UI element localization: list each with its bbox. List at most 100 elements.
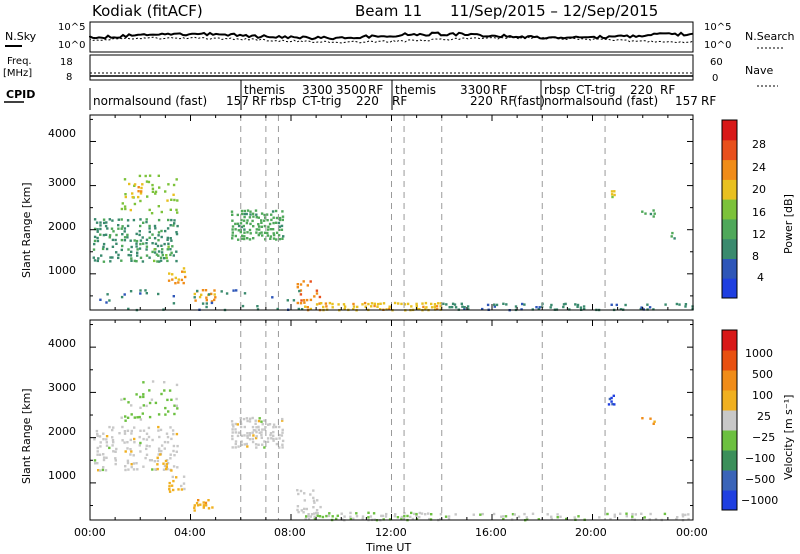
beam-label: Beam 11 [355, 2, 422, 20]
data-cell-5 [213, 298, 216, 302]
data-cell-0 [135, 245, 138, 248]
data-cell-5 [236, 434, 240, 438]
data-cell-5 [272, 430, 275, 434]
data-cell-0 [96, 236, 99, 240]
data-cell-0 [163, 464, 167, 468]
data-cell-6 [246, 237, 249, 240]
data-cell-5 [269, 433, 272, 437]
data-cell-0 [135, 462, 138, 465]
data-cell-0 [157, 254, 160, 257]
data-cell-8 [675, 517, 678, 521]
data-cell-0 [166, 441, 170, 444]
data-cell-8 [433, 303, 437, 306]
data-cell-8 [421, 302, 424, 305]
data-cell-8 [385, 308, 388, 311]
data-cell-0 [160, 235, 163, 239]
velocity-cbar-tick-minus-1000: −1000 [741, 494, 778, 507]
data-cell-9 [243, 292, 247, 295]
data-cell-5 [278, 446, 281, 449]
data-cell-7 [384, 515, 388, 518]
data-cell-0 [148, 230, 151, 234]
data-cell-0 [114, 459, 117, 462]
data-cell-5 [268, 423, 272, 426]
data-cell-0 [139, 224, 142, 228]
data-cell-7 [355, 512, 358, 515]
data-cell-5 [231, 434, 234, 438]
data-cell-1 [133, 202, 137, 206]
data-cell-1 [173, 198, 176, 202]
data-cell-4 [182, 281, 185, 285]
data-cell-0 [93, 242, 96, 246]
data-cell-7 [343, 515, 346, 518]
data-cell-5 [204, 289, 208, 292]
data-cell-4 [181, 270, 184, 273]
xtick-1200: 12:00 [375, 526, 407, 539]
velocity-cbar-tick-1000: 1000 [745, 347, 773, 360]
data-cell-6 [272, 237, 276, 240]
data-cell-8 [454, 513, 457, 516]
data-cell-0 [96, 259, 99, 263]
data-cell-6 [274, 221, 278, 224]
data-cell-0 [117, 224, 120, 227]
data-cell-0 [130, 245, 133, 249]
data-cell-0 [138, 247, 142, 250]
data-cell-7 [409, 515, 412, 519]
data-cell-3 [183, 487, 186, 491]
data-cell-0 [136, 251, 139, 254]
data-cell-6 [236, 213, 239, 217]
data-cell-7 [313, 515, 316, 518]
data-cell-5 [234, 428, 237, 431]
nave-tick-high: 60 [710, 57, 723, 68]
data-cell-8 [640, 512, 643, 515]
data-cell-3 [171, 245, 174, 248]
data-cell-5 [275, 437, 278, 440]
data-cell-10 [521, 302, 524, 306]
data-cell-8 [352, 305, 356, 308]
data-cell-1 [175, 397, 178, 401]
data-cell-5 [281, 419, 284, 422]
power-cbar-tick-24: 24 [752, 161, 766, 174]
data-cell-1 [148, 415, 152, 419]
data-cell-10 [615, 303, 618, 307]
data-cell-5 [201, 289, 205, 292]
data-cell-6 [303, 507, 306, 511]
data-cell-3 [182, 482, 186, 485]
data-cell-5 [237, 431, 241, 434]
data-cell-0 [93, 259, 97, 262]
data-cell-8 [373, 302, 376, 305]
data-cell-4 [199, 503, 202, 506]
data-cell-6 [297, 510, 300, 514]
data-cell-6 [248, 216, 252, 219]
data-cell-7 [411, 517, 415, 521]
data-cell-6 [260, 219, 263, 222]
data-cell-0 [111, 245, 115, 248]
colorbar-swatch-3 [722, 218, 737, 240]
data-cell-0 [144, 456, 147, 460]
data-cell-0 [135, 232, 138, 236]
velocity-cbar-tick-500: 500 [752, 368, 773, 381]
data-cell-10 [453, 303, 457, 306]
data-cell-5 [272, 434, 275, 437]
data-cell-8 [397, 302, 400, 305]
data-cell-6 [266, 234, 270, 237]
data-cell-6 [231, 225, 235, 228]
noise-strip: N.Sky 10^5 10^0 10^5 10^0 N.Search [5, 21, 795, 53]
data-cell-10 [619, 308, 623, 311]
data-cell-0 [111, 428, 114, 432]
data-cell-0 [169, 253, 172, 257]
data-cell-6 [260, 212, 264, 215]
data-cell-6 [249, 213, 252, 216]
data-cell-0 [164, 229, 167, 233]
data-cell-9 [205, 305, 208, 309]
data-cell-4 [168, 272, 171, 275]
data-cell-2 [128, 182, 131, 186]
data-cell-6 [260, 221, 263, 224]
data-cell-1 [123, 205, 127, 208]
data-cell-8 [625, 512, 628, 515]
data-cell-0 [126, 441, 129, 444]
data-cell-5 [230, 420, 234, 423]
xtick-2400: 00:00 [676, 526, 708, 539]
data-cell-7 [310, 513, 314, 516]
data-cell-0 [159, 428, 163, 432]
data-cell-0 [96, 450, 99, 453]
